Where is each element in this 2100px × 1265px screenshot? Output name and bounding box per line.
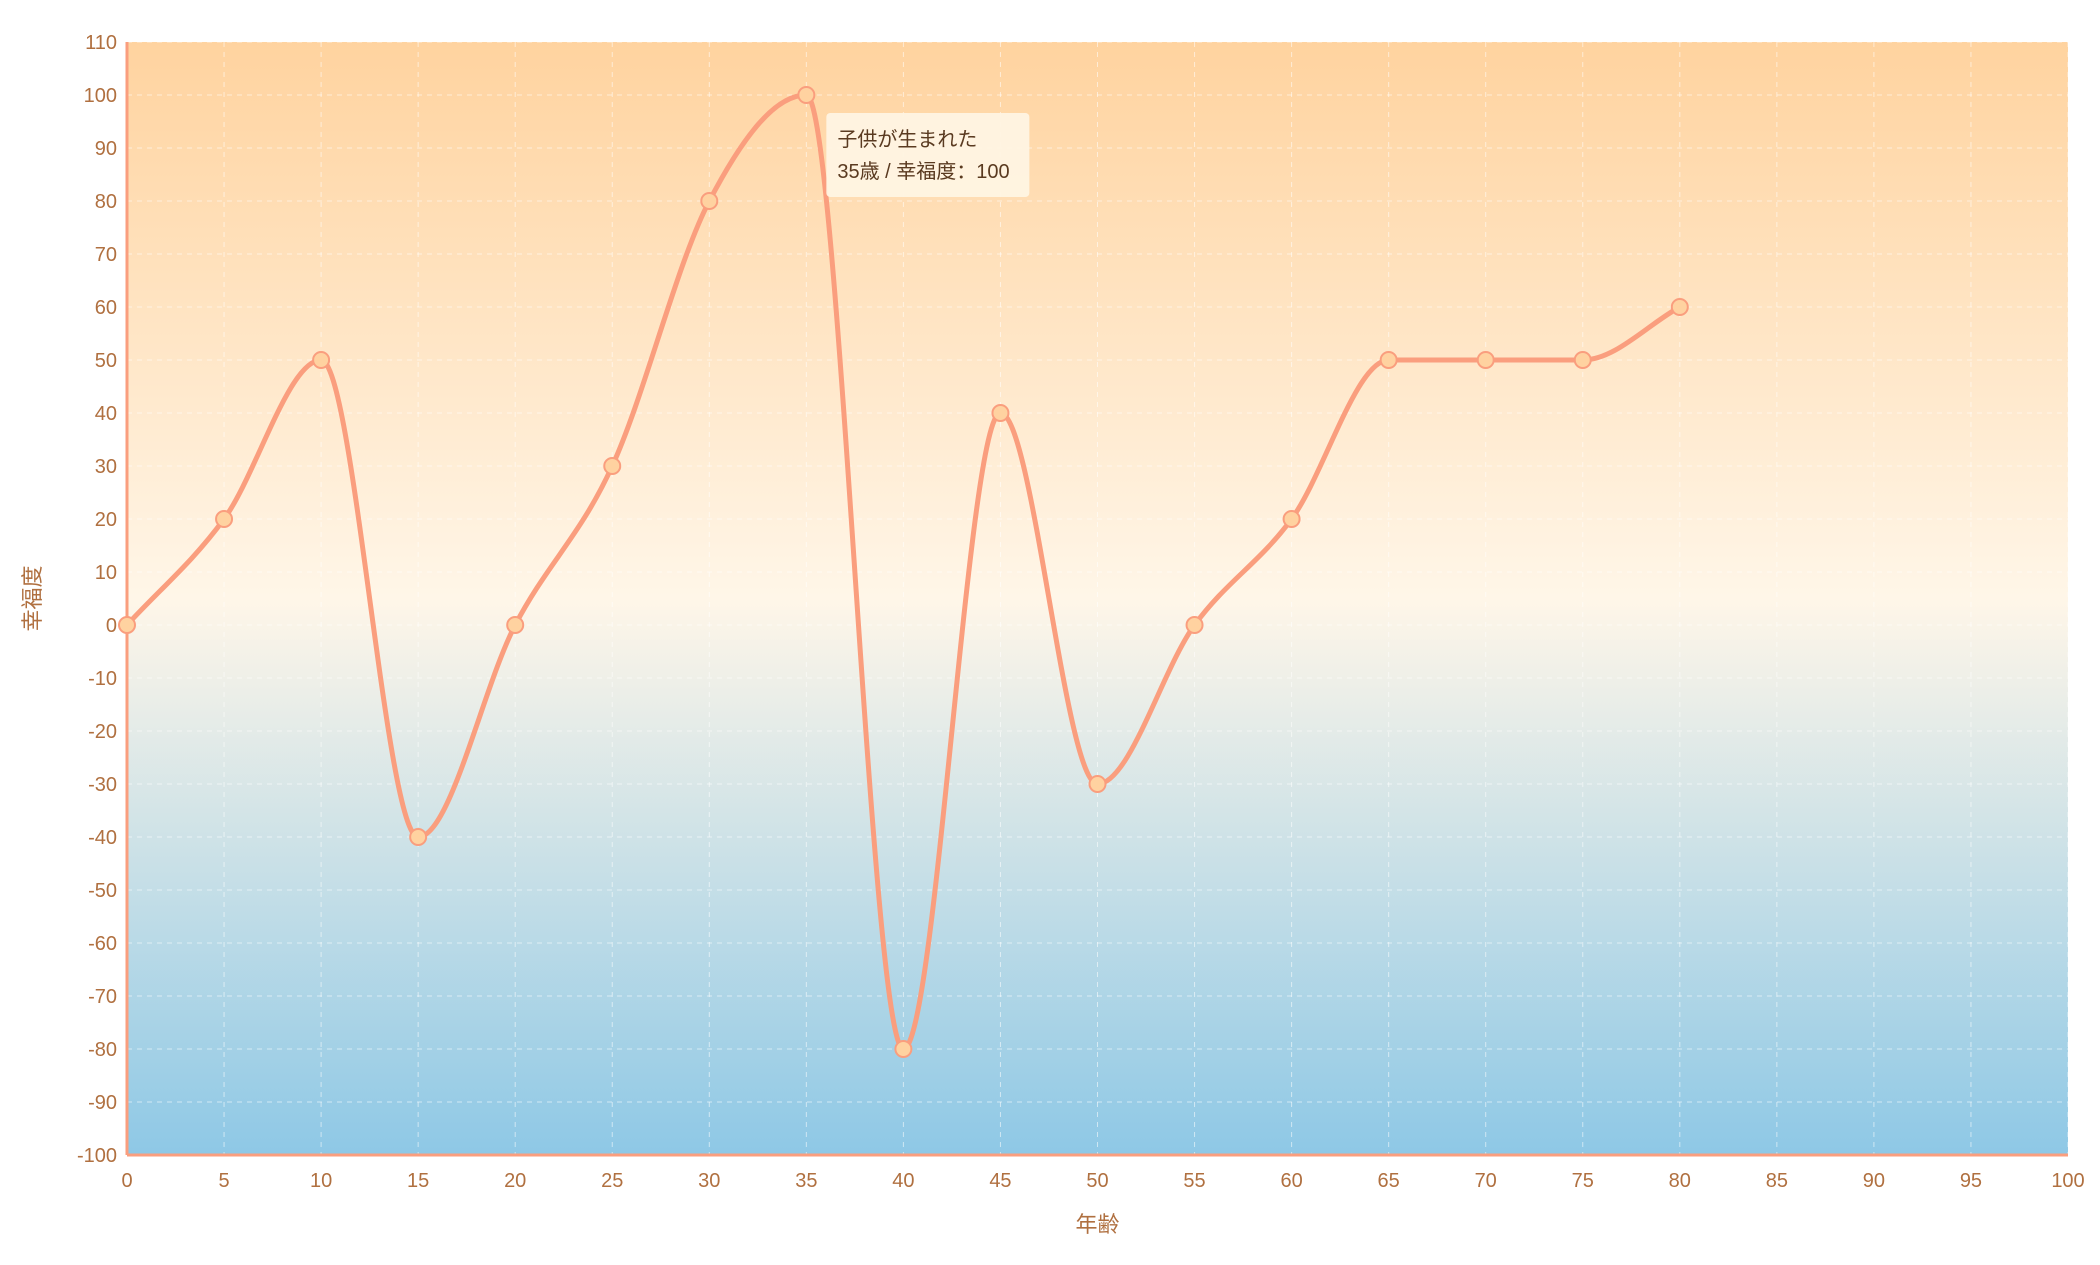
- x-tick-label: 35: [795, 1170, 817, 1192]
- data-point: [1573, 351, 1592, 369]
- x-tick-label: 20: [504, 1170, 526, 1192]
- y-tick-label: 50: [95, 350, 117, 372]
- y-tick-label: 10: [95, 562, 117, 584]
- tooltip-title: 子供が生まれた: [837, 128, 977, 151]
- data-point: [1476, 351, 1495, 369]
- tooltip-box: [826, 113, 1030, 197]
- data-point: [991, 404, 1010, 422]
- y-tick-label: 60: [95, 297, 117, 319]
- x-tick-label: 45: [989, 1170, 1011, 1192]
- x-tick-label: 0: [121, 1170, 132, 1192]
- x-tick-label: 100: [2051, 1170, 2084, 1192]
- y-tick-label: -40: [88, 827, 117, 849]
- y-tick-label: 20: [95, 509, 117, 531]
- data-point: [1185, 616, 1204, 634]
- y-tick-label: -30: [88, 774, 117, 796]
- data-point: [215, 510, 234, 528]
- x-tick-label: 15: [407, 1170, 429, 1192]
- x-tick-label: 10: [310, 1170, 332, 1192]
- y-tick-label: -50: [88, 880, 117, 902]
- y-tick-label: 90: [95, 138, 117, 160]
- y-tick-label: -90: [88, 1092, 117, 1114]
- x-tick-label: 90: [1863, 1170, 1885, 1192]
- data-point: [603, 457, 622, 475]
- x-tick-label: 80: [1669, 1170, 1691, 1192]
- data-point: [409, 828, 428, 846]
- series-line: [125, 92, 1681, 1052]
- x-tick-label: 5: [218, 1170, 229, 1192]
- data-point: [118, 616, 136, 634]
- y-tick-label: -70: [88, 986, 117, 1008]
- y-axis-title: 幸福度: [20, 565, 45, 631]
- y-tick-label: 80: [95, 191, 117, 213]
- y-tick-label: -100: [77, 1145, 117, 1167]
- data-point: [1282, 510, 1301, 528]
- data-point: [312, 351, 331, 369]
- y-tick-label: -10: [88, 668, 117, 690]
- axes: [125, 42, 2068, 1157]
- y-tick-label: 100: [84, 85, 117, 107]
- x-tick-label: 95: [1960, 1170, 1982, 1192]
- x-tick-label: 30: [698, 1170, 720, 1192]
- y-tick-label: -20: [88, 721, 117, 743]
- data-point: [894, 1040, 913, 1058]
- x-tick-label: 50: [1086, 1170, 1108, 1192]
- x-tick-label: 70: [1475, 1170, 1497, 1192]
- plot-background: [127, 42, 2068, 1155]
- y-tick-label: 70: [95, 244, 117, 266]
- y-tick-label: 0: [106, 615, 117, 637]
- data-point: [1670, 298, 1689, 316]
- y-tick-label: -80: [88, 1039, 117, 1061]
- tooltip-detail: 35歳 / 幸福度：100: [837, 160, 1009, 183]
- grid-lines: [126, 41, 2069, 1156]
- y-tick-label: -60: [88, 933, 117, 955]
- data-point: [797, 86, 816, 104]
- data-point: [1088, 775, 1107, 793]
- data-points: [118, 86, 1689, 1058]
- x-tick-label: 65: [1378, 1170, 1400, 1192]
- tick-labels: 0 5 10 15 20 25 30 35 40 45 50 55 60 65 70 75 80 85 90 95 10…: [77, 32, 2085, 1192]
- y-tick-label: 110: [85, 32, 117, 54]
- data-point: [700, 192, 719, 210]
- x-tick-label: 75: [1572, 1170, 1594, 1192]
- x-tick-label: 40: [892, 1170, 914, 1192]
- x-tick-label: 60: [1280, 1170, 1302, 1192]
- x-axis-title: 年齢: [1075, 1212, 1119, 1237]
- data-point: [1379, 351, 1398, 369]
- data-point: [506, 616, 525, 634]
- tooltip: 子供が生まれた 35歳 / 幸福度：100: [826, 113, 1030, 197]
- y-tick-label: 40: [95, 403, 117, 425]
- x-tick-label: 85: [1766, 1170, 1788, 1192]
- y-tick-label: 30: [95, 456, 117, 478]
- x-tick-label: 25: [601, 1170, 623, 1192]
- x-tick-label: 55: [1183, 1170, 1205, 1192]
